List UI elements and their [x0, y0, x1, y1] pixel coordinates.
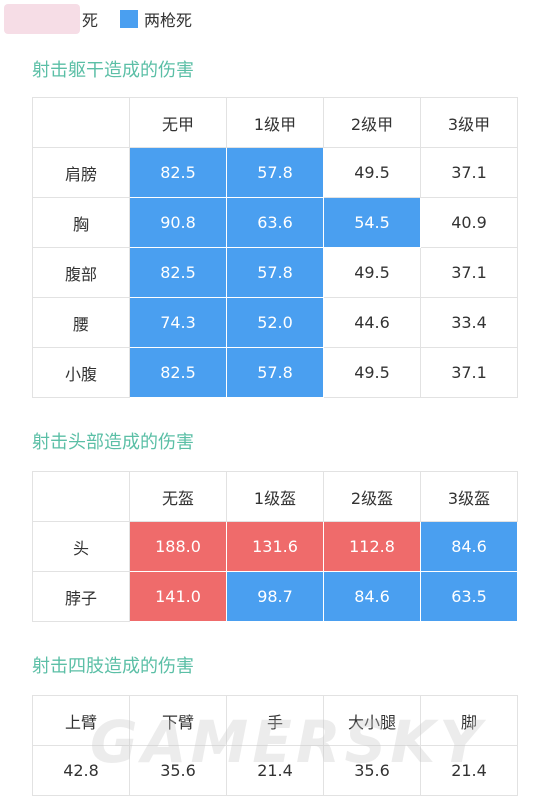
- cell: 49.5: [323, 247, 421, 298]
- cell: 52.0: [226, 297, 324, 348]
- cell: 131.6: [226, 521, 324, 572]
- cell: 21.4: [420, 745, 518, 796]
- header-row: 上臂 下臂手大小腿脚: [32, 695, 518, 746]
- section-title: 射击四肢造成的伤害: [32, 656, 194, 677]
- cell: 49.5: [323, 347, 421, 398]
- cell: 57.8: [226, 147, 324, 198]
- table: 无甲 1级甲 2级甲 3级甲 肩膀 82.5 57.8 49.5 37.1 胸 90.8 63.6 54…: [32, 97, 518, 398]
- row: 腹部 82.5 57.8 49.5 37.1: [32, 247, 518, 298]
- row: 胸 90.8 63.6 54.5 40.9: [32, 197, 518, 248]
- cell: 37.1: [420, 247, 518, 298]
- cell: 74.3: [129, 297, 227, 348]
- header-cell: 无盔: [129, 471, 227, 522]
- legend-label: 两枪死: [144, 11, 193, 30]
- header-cell: 2级甲: [323, 97, 421, 148]
- cell: 98.7: [226, 571, 324, 622]
- header-cell: 手: [226, 695, 324, 746]
- corner-cell: [32, 97, 130, 148]
- cell: 63.5: [420, 571, 518, 622]
- cell: 37.1: [420, 147, 518, 198]
- cell: 33.4: [420, 297, 518, 348]
- row: 脖子 141.0 98.7 84.6 63.5: [32, 571, 518, 622]
- row: 肩膀 82.5 57.8 49.5 37.1: [32, 147, 518, 198]
- row: 腰 74.3 52.0 44.6 33.4: [32, 297, 518, 348]
- header-cell: 3级盔: [420, 471, 518, 522]
- cell: 188.0: [129, 521, 227, 572]
- header-cell: 上臂: [32, 695, 130, 746]
- row: 头 188.0 131.6 112.8 84.6: [32, 521, 518, 572]
- row-label: 头: [32, 521, 130, 572]
- cell: 82.5: [129, 347, 227, 398]
- row-label: 腹部: [32, 247, 130, 298]
- cell: 49.5: [323, 147, 421, 198]
- cell: 42.8: [32, 745, 130, 796]
- row-label: 脖子: [32, 571, 130, 622]
- cell: 40.9: [420, 197, 518, 248]
- section-title: 射击头部造成的伤害: [32, 432, 194, 453]
- header-cell: 1级盔: [226, 471, 324, 522]
- cell: 44.6: [323, 297, 421, 348]
- table: 上臂 下臂手大小腿脚 42.8 35.6 21.4 35.6 21.4: [32, 695, 518, 796]
- row: 小腹 82.5 57.8 49.5 37.1: [32, 347, 518, 398]
- cell: 57.8: [226, 347, 324, 398]
- header-cell: 1级甲: [226, 97, 324, 148]
- cell: 82.5: [129, 147, 227, 198]
- cell: 63.6: [226, 197, 324, 248]
- cell: 57.8: [226, 247, 324, 298]
- cell: 141.0: [129, 571, 227, 622]
- table: 无盔 1级盔 2级盔 3级盔头 188.0 131.6 112.8 84.6 脖子 141.0 98…: [32, 471, 518, 622]
- cell: 54.5: [323, 197, 421, 248]
- header-cell: 脚: [420, 695, 518, 746]
- row: 42.8 35.6 21.4 35.6 21.4: [32, 745, 518, 796]
- cell: 112.8: [323, 521, 421, 572]
- cell: 37.1: [420, 347, 518, 398]
- legend: 死 两枪死: [4, 4, 192, 34]
- section-title: 射击躯干造成的伤害: [32, 60, 194, 81]
- cell: 35.6: [129, 745, 227, 796]
- header-cell: 3级甲: [420, 97, 518, 148]
- cell: 21.4: [226, 745, 324, 796]
- cell: 84.6: [323, 571, 421, 622]
- header-row: 无甲 1级甲 2级甲 3级甲: [32, 97, 518, 148]
- row-label: 胸: [32, 197, 130, 248]
- cell: 90.8: [129, 197, 227, 248]
- row-label: 肩膀: [32, 147, 130, 198]
- legend-swatch: [120, 10, 139, 28]
- row-label: 小腹: [32, 347, 130, 398]
- header-cell: 无甲: [129, 97, 227, 148]
- cell: 82.5: [129, 247, 227, 298]
- header-row: 无盔 1级盔 2级盔 3级盔: [32, 471, 518, 522]
- header-cell: 大小腿: [323, 695, 421, 746]
- row-label: 腰: [32, 297, 130, 348]
- cell: 35.6: [323, 745, 421, 796]
- corner-cell: [32, 471, 130, 522]
- cell: 84.6: [420, 521, 518, 572]
- header-cell: 下臂: [129, 695, 227, 746]
- logo: [4, 4, 80, 34]
- legend-label: 死: [82, 11, 99, 30]
- header-cell: 2级盔: [323, 471, 421, 522]
